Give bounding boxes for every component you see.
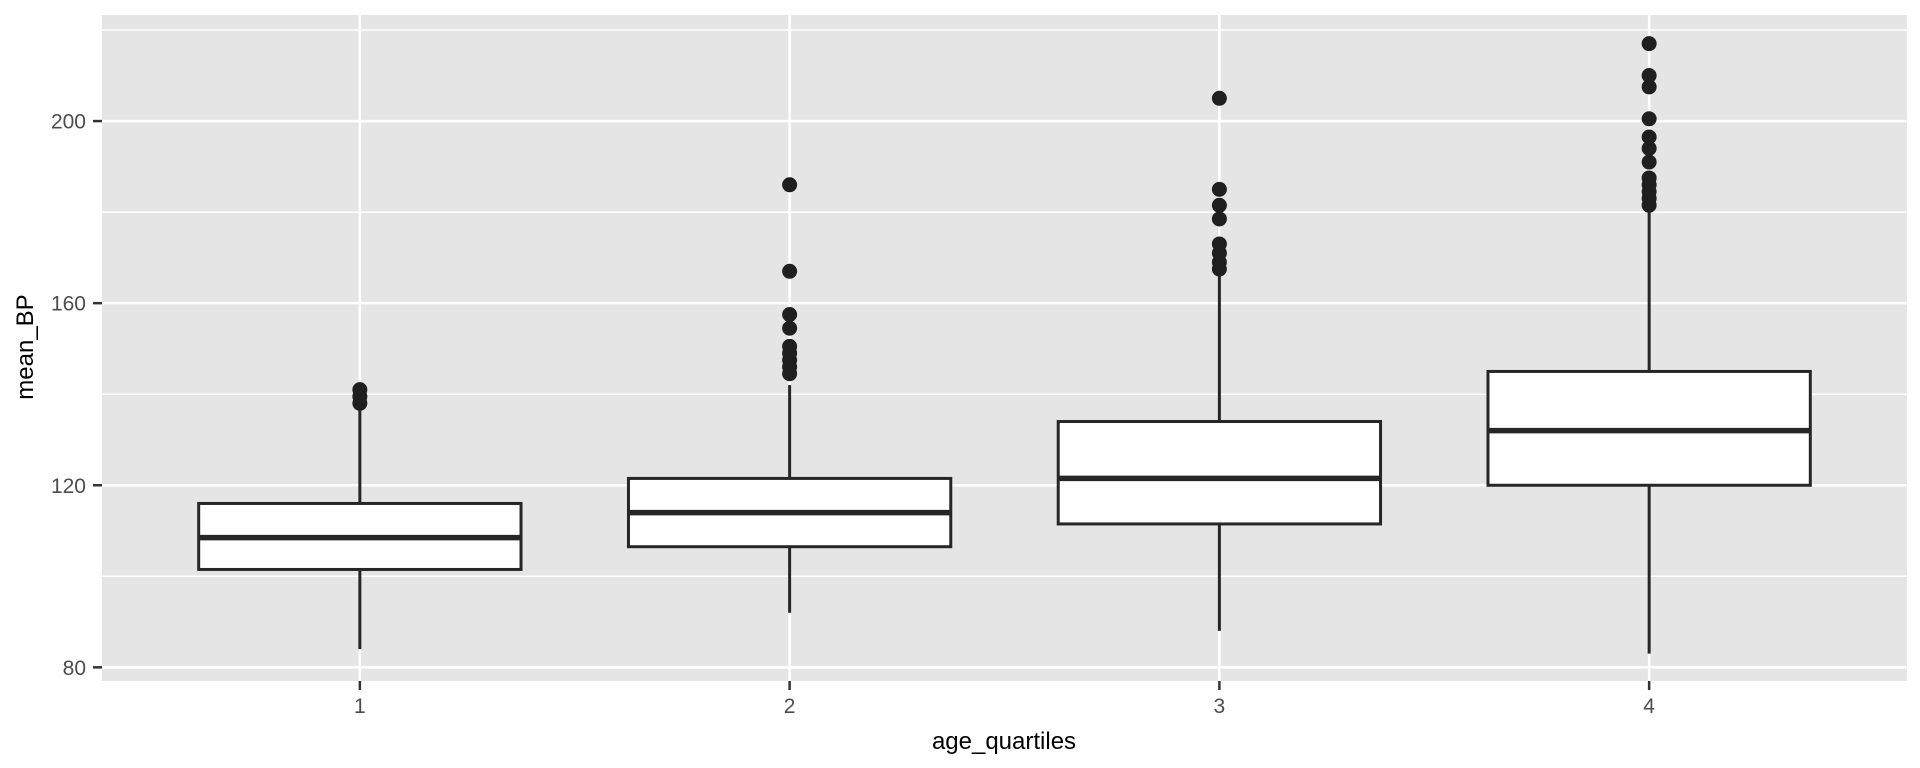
outlier-point bbox=[1641, 111, 1657, 127]
outlier-point bbox=[1641, 79, 1657, 95]
x-tick-label: 1 bbox=[354, 695, 366, 718]
x-tick-label: 3 bbox=[1214, 695, 1226, 718]
y-axis-title: mean_BP bbox=[12, 294, 39, 400]
y-tick-label: 80 bbox=[63, 657, 86, 680]
outlier-point bbox=[1641, 68, 1657, 84]
y-tick-label: 200 bbox=[51, 111, 86, 134]
outlier-point bbox=[1211, 90, 1227, 106]
outlier-point bbox=[782, 307, 798, 323]
outlier-point bbox=[1641, 140, 1657, 156]
outlier-point bbox=[782, 338, 798, 354]
outlier-point bbox=[1211, 181, 1227, 197]
plot-panel bbox=[102, 15, 1907, 681]
outlier-point bbox=[352, 382, 368, 398]
outlier-point bbox=[1211, 236, 1227, 252]
x-tick-label: 4 bbox=[1643, 695, 1655, 718]
box-iqr bbox=[1056, 420, 1383, 526]
outlier-point bbox=[1211, 211, 1227, 227]
outlier-point bbox=[1641, 36, 1657, 52]
outlier-point bbox=[1211, 197, 1227, 213]
outlier-point bbox=[782, 263, 798, 279]
y-tick-label: 120 bbox=[51, 475, 86, 498]
outlier-point bbox=[782, 320, 798, 336]
outlier-point bbox=[782, 177, 798, 193]
outlier-point bbox=[1641, 170, 1657, 186]
outlier-point bbox=[1641, 129, 1657, 145]
y-tick-label: 160 bbox=[51, 293, 86, 316]
outlier-point bbox=[1641, 154, 1657, 170]
x-axis-title: age_quartiles bbox=[931, 728, 1077, 755]
x-tick-label: 2 bbox=[784, 695, 796, 718]
